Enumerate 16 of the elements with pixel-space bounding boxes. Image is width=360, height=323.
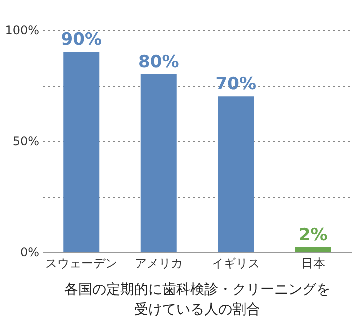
text: 各国の定期的に歯科検診・クリーニングを受けている人の割合 xyxy=(64,282,330,318)
bar xyxy=(64,52,100,252)
data-label: 2% xyxy=(298,226,328,246)
bar xyxy=(295,248,332,252)
data-label: 90% xyxy=(61,30,102,50)
data-label: 80% xyxy=(138,52,180,72)
bar xyxy=(218,96,254,252)
x-tick-label: イギリス xyxy=(212,256,260,270)
x-tick-label: アメリカ xyxy=(134,256,183,270)
y-tick-label: 50% xyxy=(12,134,40,148)
data-label: 70% xyxy=(216,74,256,95)
x-tick-label: 日本 xyxy=(301,256,326,270)
bar xyxy=(140,74,177,252)
y-tick-label: 100% xyxy=(5,24,40,38)
y-tick-label: 0% xyxy=(20,246,40,260)
x-tick-label: スウェーデン xyxy=(46,256,118,270)
